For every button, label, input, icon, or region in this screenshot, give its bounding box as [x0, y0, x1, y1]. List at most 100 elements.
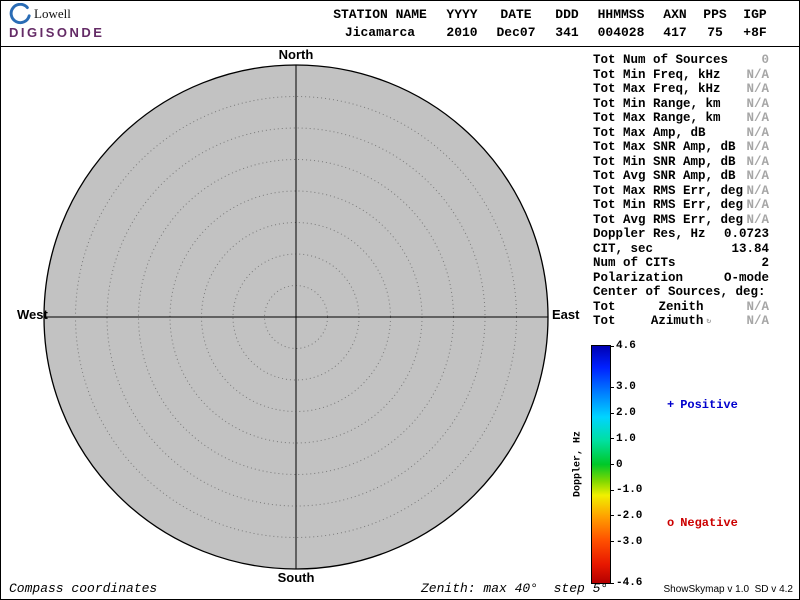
header-value: 004028: [597, 25, 645, 40]
header-label: HHMMSS: [597, 7, 645, 22]
stat-value: N/A: [746, 314, 769, 329]
header-col-ddd: DDD 341: [552, 7, 582, 40]
stat-row: Tot Min RMS Err, deg N/A: [593, 198, 769, 213]
tick-label: 1.0: [616, 432, 636, 445]
header-value: 75: [707, 25, 723, 40]
stat-value: N/A: [746, 169, 769, 184]
header-label: AXN: [663, 7, 687, 22]
stat-label: Tot Max Range, km: [593, 111, 721, 126]
legend-negative: o Negative: [667, 516, 738, 530]
stat-value: N/A: [746, 140, 769, 155]
tick-mark: [610, 412, 614, 414]
header-table: STATION NAME Jicamarca YYYY 2010 DATE De…: [328, 7, 770, 40]
stat-row: Tot Max Freq, kHz N/A: [593, 82, 769, 97]
tick-label: -4.6: [616, 577, 643, 589]
header-bar: Lowell DIGISONDE STATION NAME Jicamarca …: [1, 1, 799, 47]
stats-panel: Tot Num of Sources 0 Tot Min Freq, kHz N/A…: [593, 53, 769, 329]
stat-value: N/A: [746, 96, 769, 111]
stat-row: Tot Avg RMS Err, deg N/A: [593, 213, 769, 228]
colorbar-tick: 4.6: [610, 340, 636, 352]
logo-top-row: Lowell: [9, 3, 104, 25]
stat-label: Tot: [593, 299, 616, 314]
colorbar-tick: 3.0: [610, 381, 636, 393]
compass-label-north: North: [278, 47, 314, 62]
tick-mark: [610, 489, 614, 491]
header-value: Dec07: [496, 25, 536, 40]
stat-row: Tot Max Amp, dB N/A: [593, 126, 769, 141]
header-label: YYYY: [446, 7, 478, 22]
tick-label: 2.0: [616, 407, 636, 420]
stat-row: Tot Max Range, km N/A: [593, 111, 769, 126]
stat-label: Tot Min RMS Err, deg: [593, 198, 744, 213]
header-label: STATION NAME: [333, 7, 427, 22]
stat-label: Tot Min Range, km: [593, 96, 721, 111]
header-label: IGP: [743, 7, 767, 22]
positive-marker-icon: +: [667, 398, 675, 412]
stat-value: 0: [761, 53, 769, 68]
colorbar-tick: -1.0: [610, 484, 642, 496]
stat-label: Polarization: [593, 270, 684, 285]
header-value: 417: [663, 25, 687, 40]
compass-label-south: South: [277, 570, 315, 585]
stat-value: N/A: [746, 67, 769, 82]
header-col-axn: AXN 417: [660, 7, 690, 40]
header-value: 341: [555, 25, 579, 40]
colorbar-tick: -2.0: [610, 510, 642, 522]
stat-label: Tot Max Amp, dB: [593, 125, 706, 140]
stat-row: Tot Max SNR Amp, dB N/A: [593, 140, 769, 155]
stat-sublabel: Zenith: [658, 299, 704, 314]
stat-row: Tot Min Range, km N/A: [593, 97, 769, 112]
stat-value: N/A: [746, 198, 769, 213]
logo-lowell-text: Lowell: [34, 6, 71, 21]
negative-marker-icon: o: [667, 516, 675, 530]
tick-mark: [610, 541, 614, 543]
stat-label: CIT, sec: [593, 241, 654, 256]
legend-negative-label: Negative: [680, 516, 738, 530]
stat-label: Tot Avg SNR Amp, dB: [593, 169, 736, 184]
stat-label: Tot Max SNR Amp, dB: [593, 140, 736, 155]
stat-label: Tot Num of Sources: [593, 53, 729, 68]
colorbar-tick: -3.0: [610, 536, 642, 548]
stat-value: 0.0723: [723, 227, 769, 242]
stat-value: 2: [761, 256, 769, 271]
header-label: DATE: [500, 7, 532, 22]
tick-label: -2.0: [616, 509, 643, 522]
colorbar-gradient: [592, 346, 610, 583]
legend-positive-label: Positive: [680, 398, 738, 412]
tick-mark: [610, 515, 614, 517]
stat-row: Tot Avg SNR Amp, dB N/A: [593, 169, 769, 184]
logo-digisonde-text: DIGISONDE: [9, 25, 105, 40]
colorbar-axis-title: Doppler, Hz: [572, 430, 584, 497]
stat-row: Center of Sources, deg:: [593, 285, 769, 300]
stat-row: Polarization O-mode: [593, 271, 769, 286]
lowell-digisonde-logo: Lowell DIGISONDE: [9, 3, 104, 40]
stat-value: N/A: [746, 154, 769, 169]
tick-mark: [610, 345, 614, 347]
stat-row: Tot Max RMS Err, deg N/A: [593, 184, 769, 199]
header-col-time: HHMMSS 004028: [594, 7, 648, 40]
tick-mark: [610, 438, 614, 440]
footer-version-label: ShowSkymap v 1.0 SD v 4.2: [663, 584, 793, 595]
tick-label: 4.6: [616, 340, 636, 352]
legend-positive: + Positive: [667, 398, 738, 412]
header-value: 2010: [446, 25, 478, 40]
stat-value: N/A: [746, 125, 769, 140]
compass-label-east: East: [552, 307, 580, 322]
stat-row: Tot Zenith N/A: [593, 300, 769, 315]
stat-label: Tot Max RMS Err, deg: [593, 183, 744, 198]
footer-zenith-label: Zenith: max 40° step 5°: [421, 581, 609, 596]
tick-mark: [610, 464, 614, 465]
stat-label: Num of CITs: [593, 256, 676, 271]
tick-mark: [610, 386, 614, 388]
colorbar-tick: 0: [610, 459, 623, 471]
stat-label: Tot Max Freq, kHz: [593, 82, 721, 97]
stat-row: Tot Azimuth ↻ N/A: [593, 314, 769, 329]
header-value: Jicamarca: [344, 25, 416, 40]
header-col-date: DATE Dec07: [492, 7, 540, 40]
stat-label: Tot Avg RMS Err, deg: [593, 212, 744, 227]
stat-value: N/A: [746, 299, 769, 314]
stat-row: Doppler Res, Hz 0.0723: [593, 227, 769, 242]
stat-sublabel: Azimuth: [650, 314, 704, 329]
stat-label: Tot: [593, 314, 616, 329]
